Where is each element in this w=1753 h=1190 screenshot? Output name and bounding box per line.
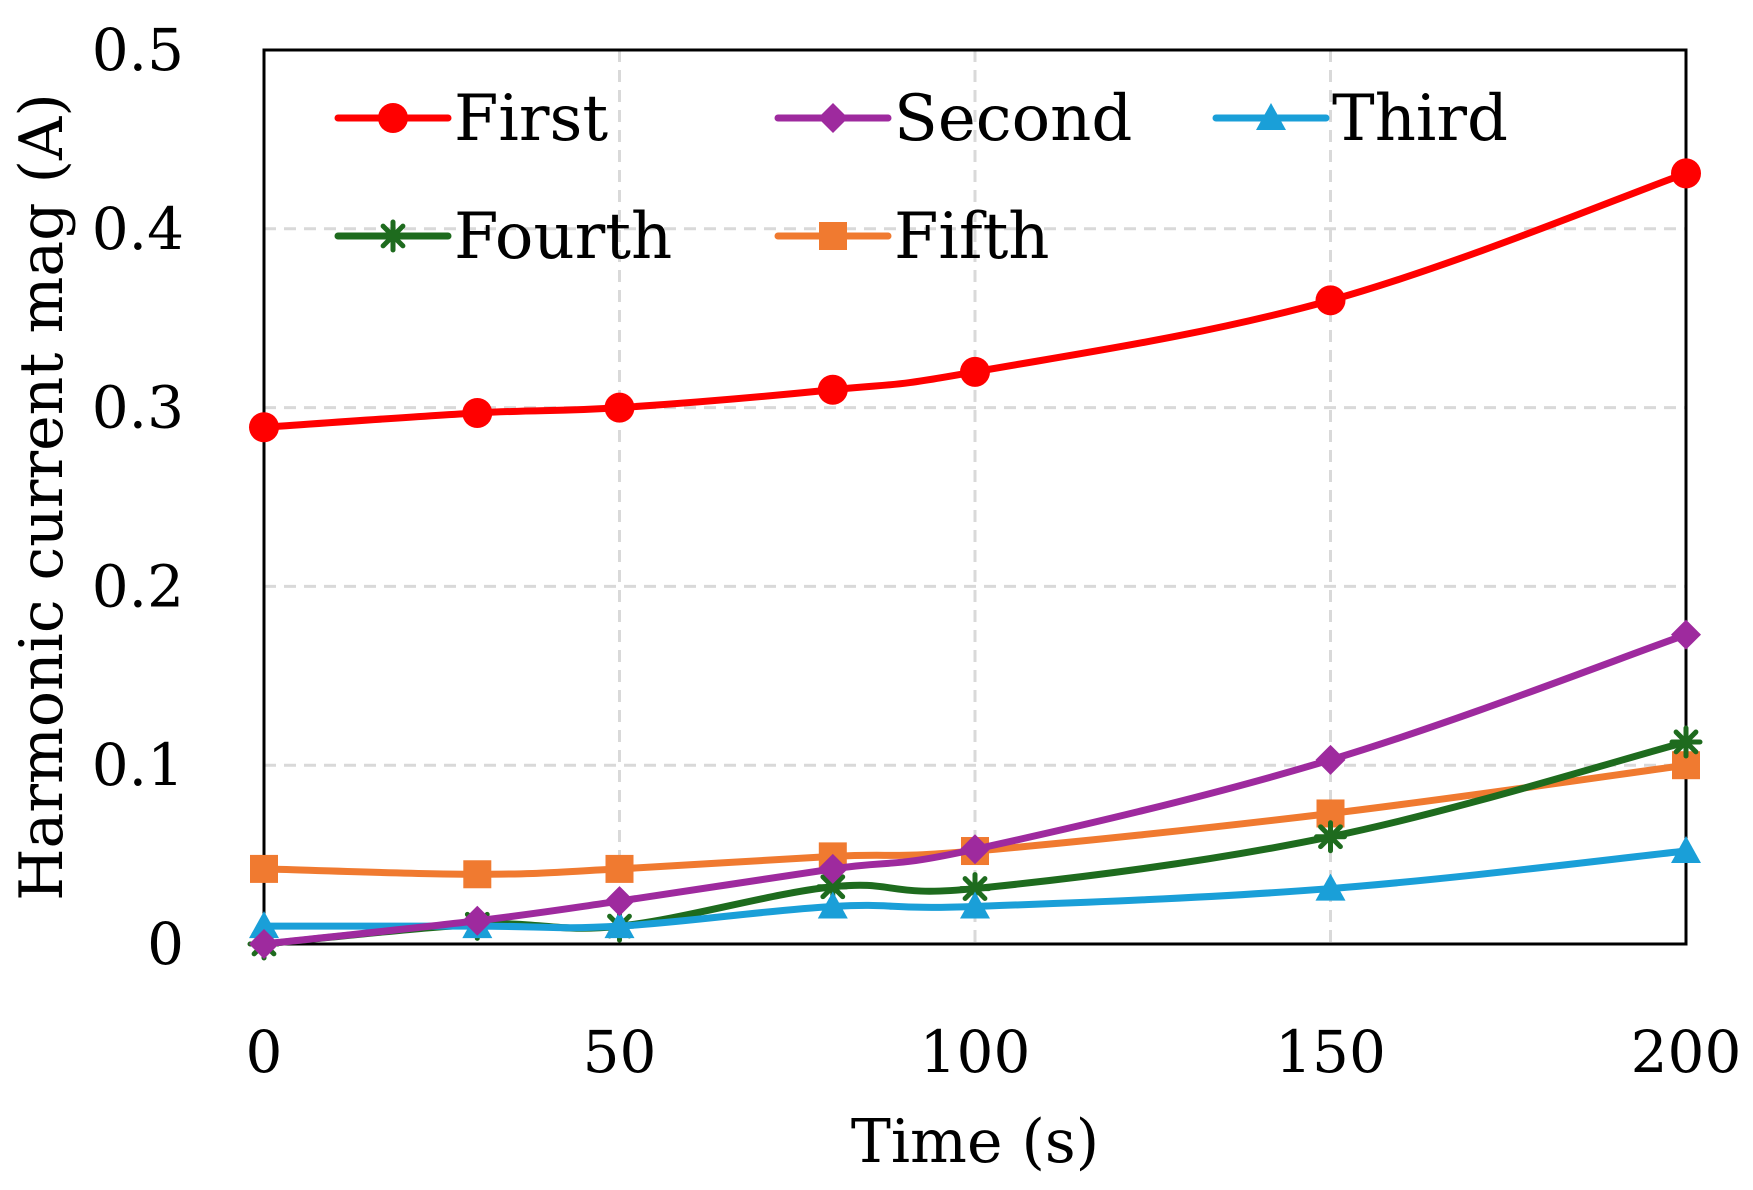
data-point-fourth [1669, 725, 1703, 759]
data-point-first [1671, 158, 1701, 189]
series-group [247, 158, 1703, 961]
x-axis-label: Time (s) [851, 1107, 1099, 1177]
data-point-third [249, 911, 279, 939]
data-point-fifth [605, 854, 634, 883]
legend-label: Fourth [454, 200, 672, 274]
y-axis-label: Harmonic current mag (A) [7, 93, 77, 901]
data-point-third [604, 911, 635, 939]
y-tick-label: 0 [147, 910, 184, 978]
legend-label: Fifth [894, 200, 1050, 274]
data-point-first [249, 412, 279, 443]
legend-label: Second [894, 82, 1132, 156]
data-point-second [1315, 744, 1346, 775]
data-point-second [604, 886, 635, 917]
legend-item-fifth: Fifth [774, 200, 1050, 274]
plot-area-frame [262, 48, 1688, 946]
legend-marker-swatch [376, 219, 410, 253]
data-point-fifth [463, 860, 492, 889]
series-fifth [250, 751, 1700, 889]
legend-item-fourth: Fourth [334, 200, 672, 274]
x-tick-label: 200 [1631, 1018, 1742, 1086]
y-tick-label: 0.3 [92, 374, 184, 442]
legend-marker-swatch [818, 103, 848, 133]
legend-marker-swatch [819, 222, 847, 250]
y-tick-label: 0.4 [92, 195, 184, 263]
data-point-first [604, 392, 635, 423]
series-second [249, 619, 1701, 959]
legend-item-third: Third [1212, 82, 1508, 156]
legend-item-first: First [334, 82, 608, 156]
data-point-fourth [816, 870, 850, 904]
y-tick-label: 0.2 [92, 552, 184, 620]
data-point-second [249, 929, 279, 959]
data-point-fourth [1314, 820, 1347, 854]
legend-label: First [454, 82, 608, 156]
data-point-first [1315, 285, 1346, 316]
y-tick-label: 0.1 [92, 731, 184, 799]
grid [264, 50, 1686, 944]
data-point-second [817, 853, 848, 884]
data-point-first [462, 397, 493, 428]
legend: First Second Third Fourth Fifth [334, 82, 1508, 274]
data-point-first [817, 374, 848, 405]
x-tick-label: 100 [920, 1018, 1031, 1086]
legend-item-second: Second [774, 82, 1132, 156]
data-point-second [960, 834, 990, 865]
series-first [249, 158, 1701, 443]
data-point-second [1671, 619, 1701, 650]
data-point-third [1315, 873, 1346, 901]
legend-marker-swatch [1256, 103, 1286, 130]
data-point-third [1671, 836, 1701, 864]
data-point-first [960, 356, 990, 387]
legend-marker-swatch [378, 103, 408, 133]
data-point-fifth [250, 854, 278, 883]
x-tick-label: 0 [246, 1018, 283, 1086]
data-point-fourth [958, 872, 992, 906]
x-tick-label: 50 [583, 1018, 657, 1086]
tick-labels: 0 50 100 150 200 0 0.1 0.2 0.3 0.4 0.5 [92, 16, 1742, 1086]
data-point-third [960, 891, 990, 919]
data-point-third [817, 891, 848, 919]
data-point-second [462, 905, 493, 936]
y-tick-label: 0.5 [92, 16, 184, 84]
legend-label: Third [1332, 82, 1508, 156]
x-tick-label: 150 [1275, 1018, 1386, 1086]
